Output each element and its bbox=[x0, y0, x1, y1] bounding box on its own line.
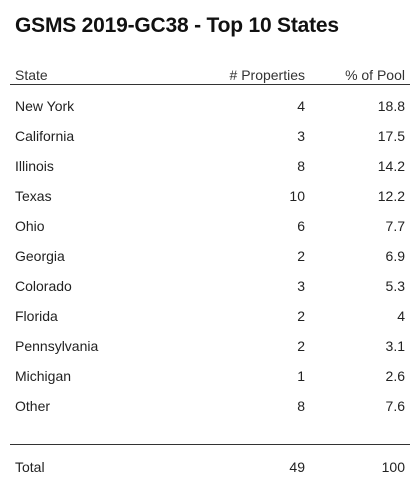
table-row: Colorado 3 5.3 bbox=[10, 271, 410, 301]
properties-cell: 8 bbox=[297, 158, 305, 174]
properties-cell: 6 bbox=[297, 218, 305, 234]
pool-cell: 14.2 bbox=[377, 158, 405, 174]
properties-cell: 8 bbox=[297, 398, 305, 414]
properties-cell: 4 bbox=[297, 98, 305, 114]
pool-cell: 12.2 bbox=[377, 188, 405, 204]
state-cell: Colorado bbox=[15, 278, 72, 294]
state-cell: Other bbox=[15, 398, 51, 414]
table-row: Florida 2 4 bbox=[10, 301, 410, 331]
properties-cell: 1 bbox=[297, 368, 305, 384]
column-header-pool: % of Pool bbox=[345, 67, 405, 83]
pool-cell: 4 bbox=[397, 308, 405, 324]
pool-cell: 5.3 bbox=[385, 278, 405, 294]
total-divider bbox=[10, 444, 410, 445]
properties-cell: 3 bbox=[297, 278, 305, 294]
table-row: Pennsylvania 2 3.1 bbox=[10, 331, 410, 361]
properties-cell: 2 bbox=[297, 338, 305, 354]
total-properties: 49 bbox=[289, 459, 305, 475]
table-row: California 3 17.5 bbox=[10, 121, 410, 151]
pool-cell: 18.8 bbox=[377, 98, 405, 114]
total-pool: 100 bbox=[381, 459, 405, 475]
properties-cell: 2 bbox=[297, 248, 305, 264]
pool-cell: 7.6 bbox=[385, 398, 405, 414]
column-header-properties: # Properties bbox=[229, 67, 305, 83]
state-cell: Michigan bbox=[15, 368, 72, 384]
state-cell: Georgia bbox=[15, 248, 65, 264]
state-cell: Illinois bbox=[15, 158, 54, 174]
header-divider bbox=[10, 84, 410, 85]
page-title: GSMS 2019-GC38 - Top 10 States bbox=[15, 14, 339, 37]
total-label: Total bbox=[15, 459, 45, 475]
pool-cell: 7.7 bbox=[385, 218, 405, 234]
table-row: New York 4 18.8 bbox=[10, 91, 410, 121]
table-row: Texas 10 12.2 bbox=[10, 181, 410, 211]
column-header-state: State bbox=[15, 67, 48, 83]
properties-cell: 2 bbox=[297, 308, 305, 324]
state-cell: Ohio bbox=[15, 218, 45, 234]
state-cell: California bbox=[15, 128, 75, 144]
state-cell: Pennsylvania bbox=[15, 338, 99, 354]
table-row: Ohio 6 7.7 bbox=[10, 211, 410, 241]
table-header-row: State # Properties % of Pool bbox=[10, 60, 410, 90]
properties-cell: 3 bbox=[297, 128, 305, 144]
table-row: Georgia 2 6.9 bbox=[10, 241, 410, 271]
table-row: Illinois 8 14.2 bbox=[10, 151, 410, 181]
state-cell: New York bbox=[15, 98, 75, 114]
state-cell: Florida bbox=[15, 308, 58, 324]
pool-cell: 17.5 bbox=[377, 128, 405, 144]
table-row: Other 8 7.6 bbox=[10, 391, 410, 421]
states-table: State # Properties % of Pool New York 4 … bbox=[10, 0, 410, 487]
table-row: Michigan 1 2.6 bbox=[10, 361, 410, 391]
pool-cell: 6.9 bbox=[385, 248, 405, 264]
state-cell: Texas bbox=[15, 188, 52, 204]
pool-cell: 2.6 bbox=[385, 368, 405, 384]
total-row: Total 49 100 bbox=[10, 452, 410, 482]
properties-cell: 10 bbox=[289, 188, 305, 204]
pool-cell: 3.1 bbox=[385, 338, 405, 354]
